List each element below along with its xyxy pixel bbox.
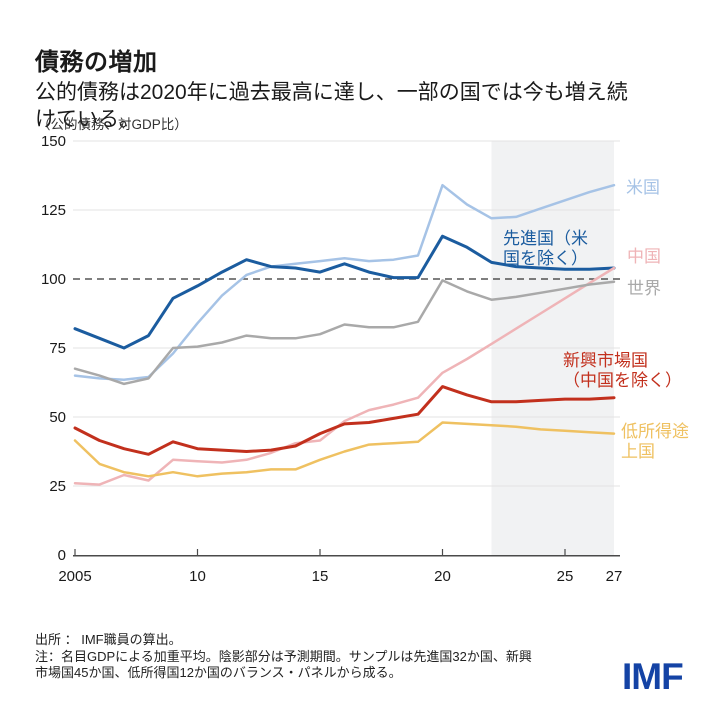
source-line: 出所 ： IMF職員の算出。 — [35, 632, 182, 647]
axis-unit-label: （公的債務、対GDP比） — [37, 117, 188, 132]
y-tick-label-50: 50 — [49, 409, 66, 426]
figure-footnote: 出所 ： IMF職員の算出。 注：名目GDPによる加重平均。陰影部分は予測期間。… — [35, 632, 532, 682]
series-line-china — [73, 266, 616, 486]
series-line-advanced-ex-us — [73, 234, 616, 350]
y-tick-label-100: 100 — [41, 271, 66, 288]
series-label-lidc: 低所得途上国 — [621, 422, 689, 461]
figure-subtitle: 公的債務は2020年に過去最高に達し、一部の国では今も増え続けている。 — [35, 81, 628, 131]
debt-line-chart: 2005 10 15 20 25 27 0 25 50 75 100 125 150 米国先進国（米国を除… — [41, 133, 689, 585]
series-label-china: 中国 — [627, 247, 661, 266]
y-tick-label-0: 0 — [58, 547, 66, 564]
x-tick-label-2010: 10 — [189, 568, 206, 585]
series-label-advanced-ex-us: 先進国（米国を除く） — [503, 229, 588, 268]
x-tick-label-2027: 27 — [606, 568, 623, 585]
x-tick-label-2015: 15 — [312, 568, 329, 585]
note-line-1: 注：名目GDPによる加重平均。陰影部分は予測期間。サンプルは先進国32か国、新興 — [35, 648, 532, 664]
imf-logo: IMF — [622, 656, 684, 697]
x-tick-label-2025: 25 — [557, 568, 574, 585]
y-tick-label-25: 25 — [49, 478, 66, 495]
note-line-2: 市場国45か国、低所得国12か国のバランス・パネルから成る。 — [35, 665, 402, 680]
series-label-em-ex-china: 新興市場国（中国を除く） — [563, 351, 682, 390]
y-tick-label-125: 125 — [41, 202, 66, 219]
series-line-world — [73, 279, 616, 386]
x-tick-label-2005: 2005 — [58, 568, 91, 585]
x-tick-label-2020: 20 — [434, 568, 451, 585]
series-label-us: 米国 — [626, 178, 660, 197]
series-line-em-ex-china — [73, 385, 616, 456]
figure-title: 債務の増加 — [35, 49, 158, 77]
y-tick-label-150: 150 — [41, 133, 66, 150]
series-line-us — [73, 183, 616, 381]
series-line-lidc — [73, 421, 616, 478]
y-tick-label-75: 75 — [49, 340, 66, 357]
series-label-world: 世界 — [627, 279, 661, 298]
